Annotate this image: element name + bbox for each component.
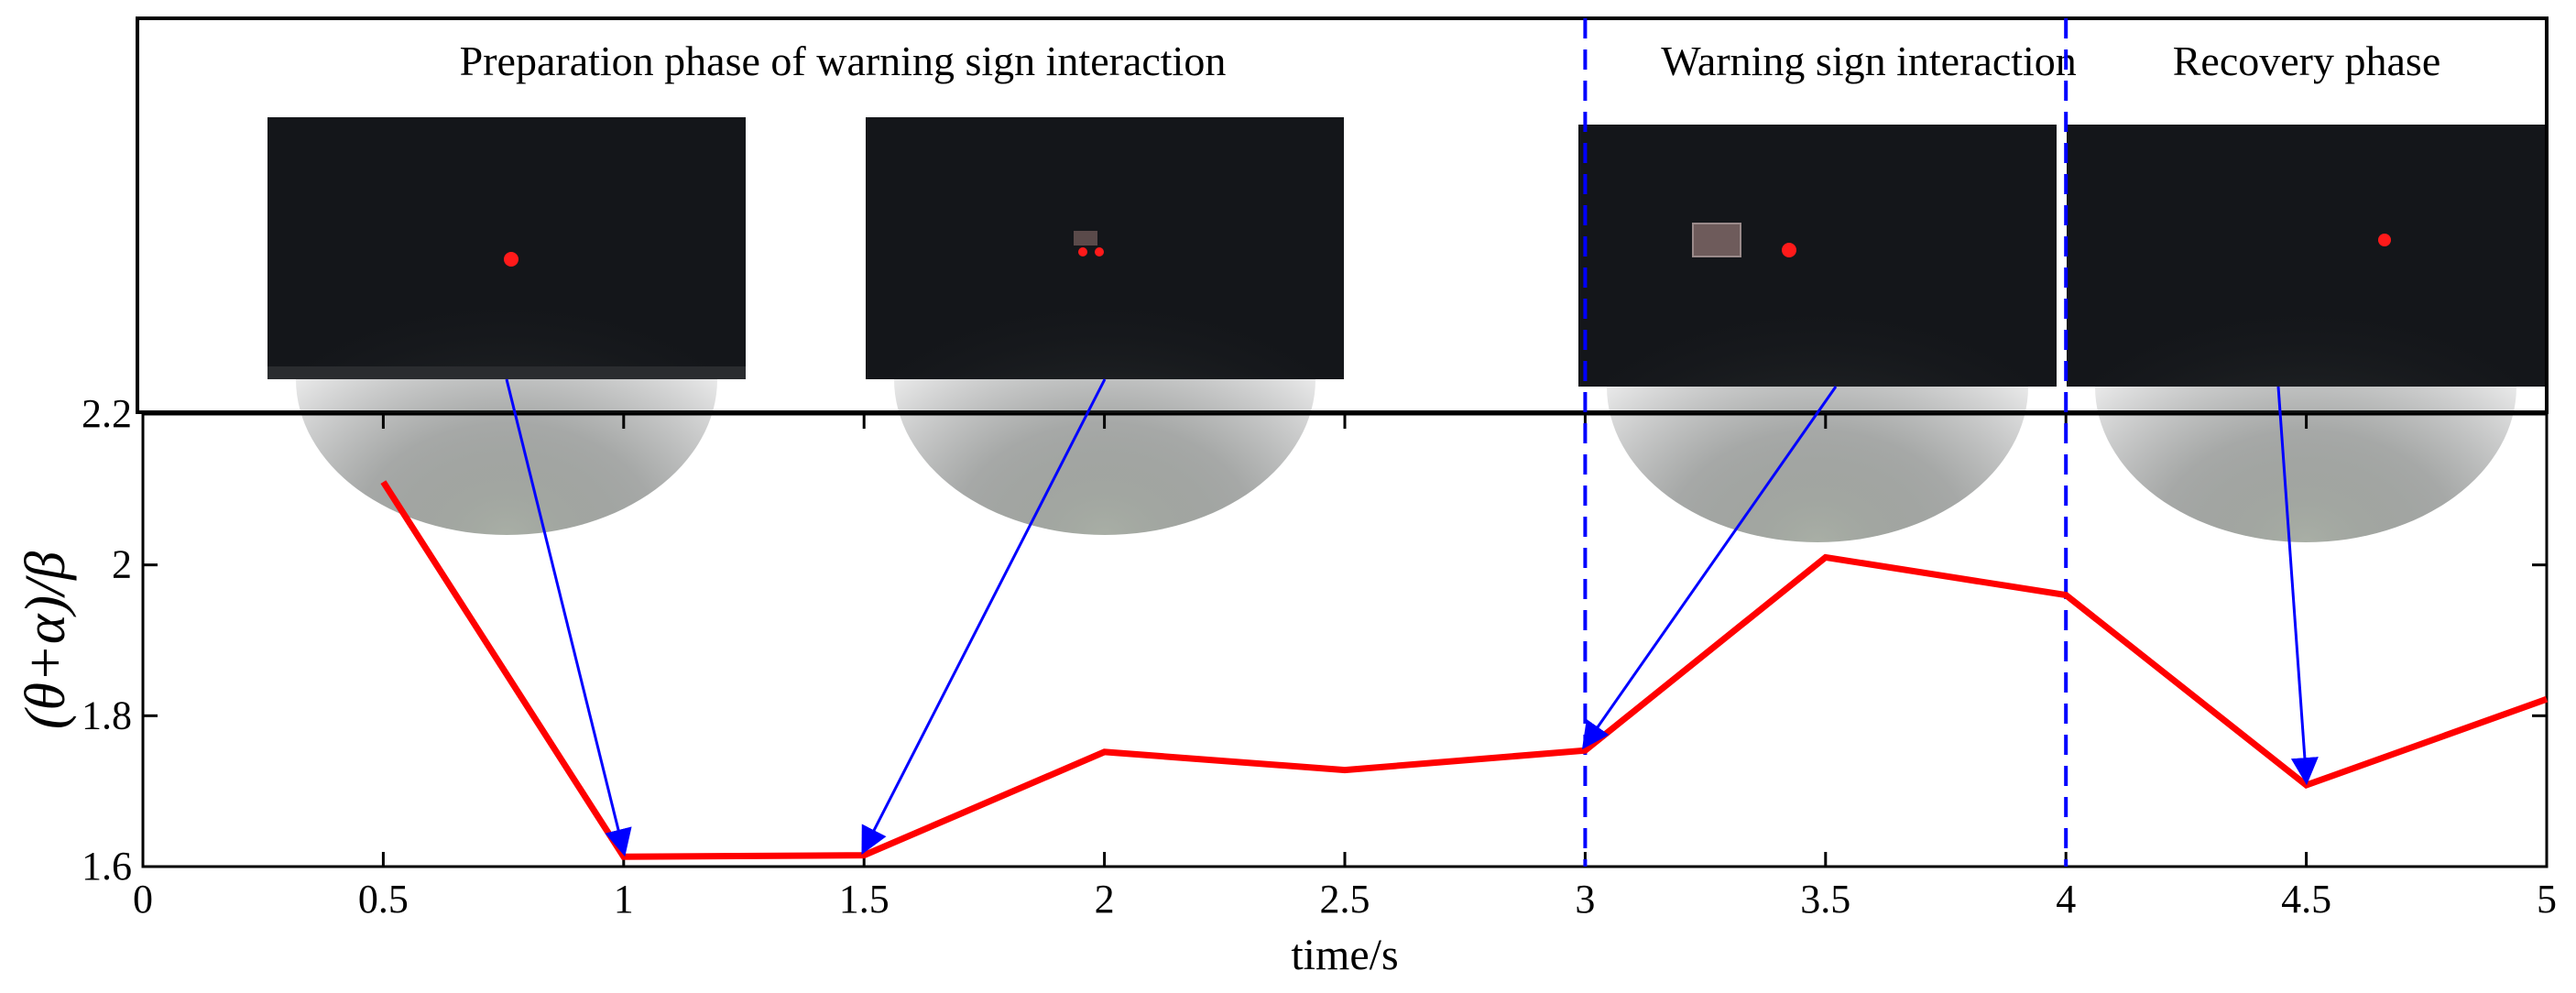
x-tick-label: 0.5 [358,877,409,922]
x-tick-label: 1 [614,877,634,922]
y-tick-label: 1.6 [82,844,132,889]
gaze-dot [1782,243,1796,257]
annotation-arrow [505,378,632,857]
data-series-line [380,480,2549,860]
annotation-arrow [861,378,1107,855]
gaze-dot [504,252,518,267]
phase-label-interaction: Warning sign interaction [1661,38,2077,84]
gaze-dot [2378,234,2391,246]
phase-label-preparation: Preparation phase of warning sign intera… [460,38,1227,84]
y-tick-label: 1.8 [82,693,132,737]
x-tick-label: 1.5 [839,877,890,922]
x-tick-label: 2.5 [1320,877,1370,922]
x-tick-label: 5 [2537,877,2557,922]
y-axis-label: (θ+α)/β [15,551,77,729]
x-tick-label: 2 [1095,877,1115,922]
thumbnail-1 [267,117,746,535]
thumbnail-2 [866,117,1344,535]
x-tick-label: 4 [2056,877,2076,922]
y-tick-label: 2 [112,542,132,587]
y-tick-label: 2.2 [82,391,132,436]
annotation-arrow [2276,386,2319,786]
x-tick-label: 3 [1575,877,1595,922]
x-tick-label: 4.5 [2281,877,2331,922]
x-tick-label: 3.5 [1800,877,1850,922]
gaze-dot [1095,247,1104,256]
thumbnail-4 [2067,125,2545,542]
annotation-arrow [1581,386,1838,750]
phase-label-recovery: Recovery phase [2173,38,2441,84]
image-panel-frame [136,16,2549,414]
x-axis-label: time/s [1291,931,1398,979]
gaze-dot [1078,247,1087,256]
thumbnail-3 [1578,125,2057,542]
x-tick-label: 0 [133,877,153,922]
